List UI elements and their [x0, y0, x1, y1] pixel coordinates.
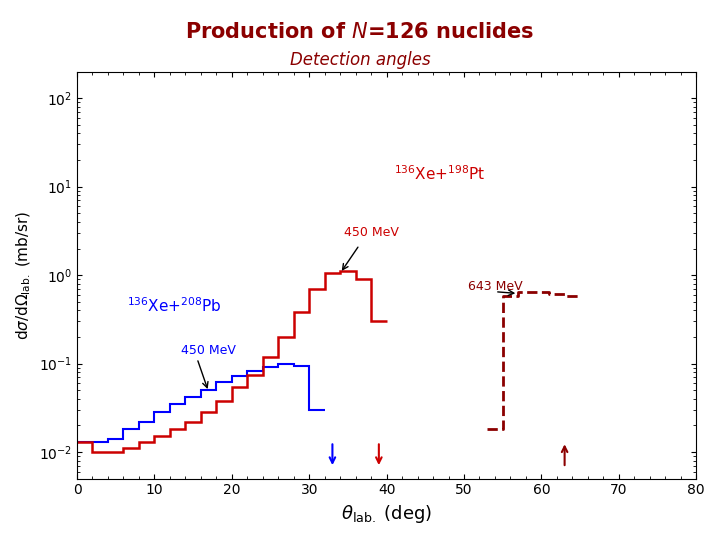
X-axis label: $\theta_{\mathrm{lab.}}$ (deg): $\theta_{\mathrm{lab.}}$ (deg) [341, 503, 432, 525]
Text: 450 MeV: 450 MeV [181, 343, 236, 356]
Text: $^{136}$Xe+$^{198}$Pt: $^{136}$Xe+$^{198}$Pt [395, 164, 486, 183]
Text: $^{136}$Xe+$^{208}$Pb: $^{136}$Xe+$^{208}$Pb [127, 296, 222, 315]
Y-axis label: d$\sigma$/d$\Omega_{\mathrm{lab.}}$ (mb/sr): d$\sigma$/d$\Omega_{\mathrm{lab.}}$ (mb/… [15, 211, 33, 340]
Text: 643 MeV: 643 MeV [468, 280, 523, 293]
Text: Production of $\mathit{N}$=126 nuclides: Production of $\mathit{N}$=126 nuclides [185, 22, 535, 42]
Text: 450 MeV: 450 MeV [344, 226, 399, 239]
Text: Detection angles: Detection angles [289, 51, 431, 69]
